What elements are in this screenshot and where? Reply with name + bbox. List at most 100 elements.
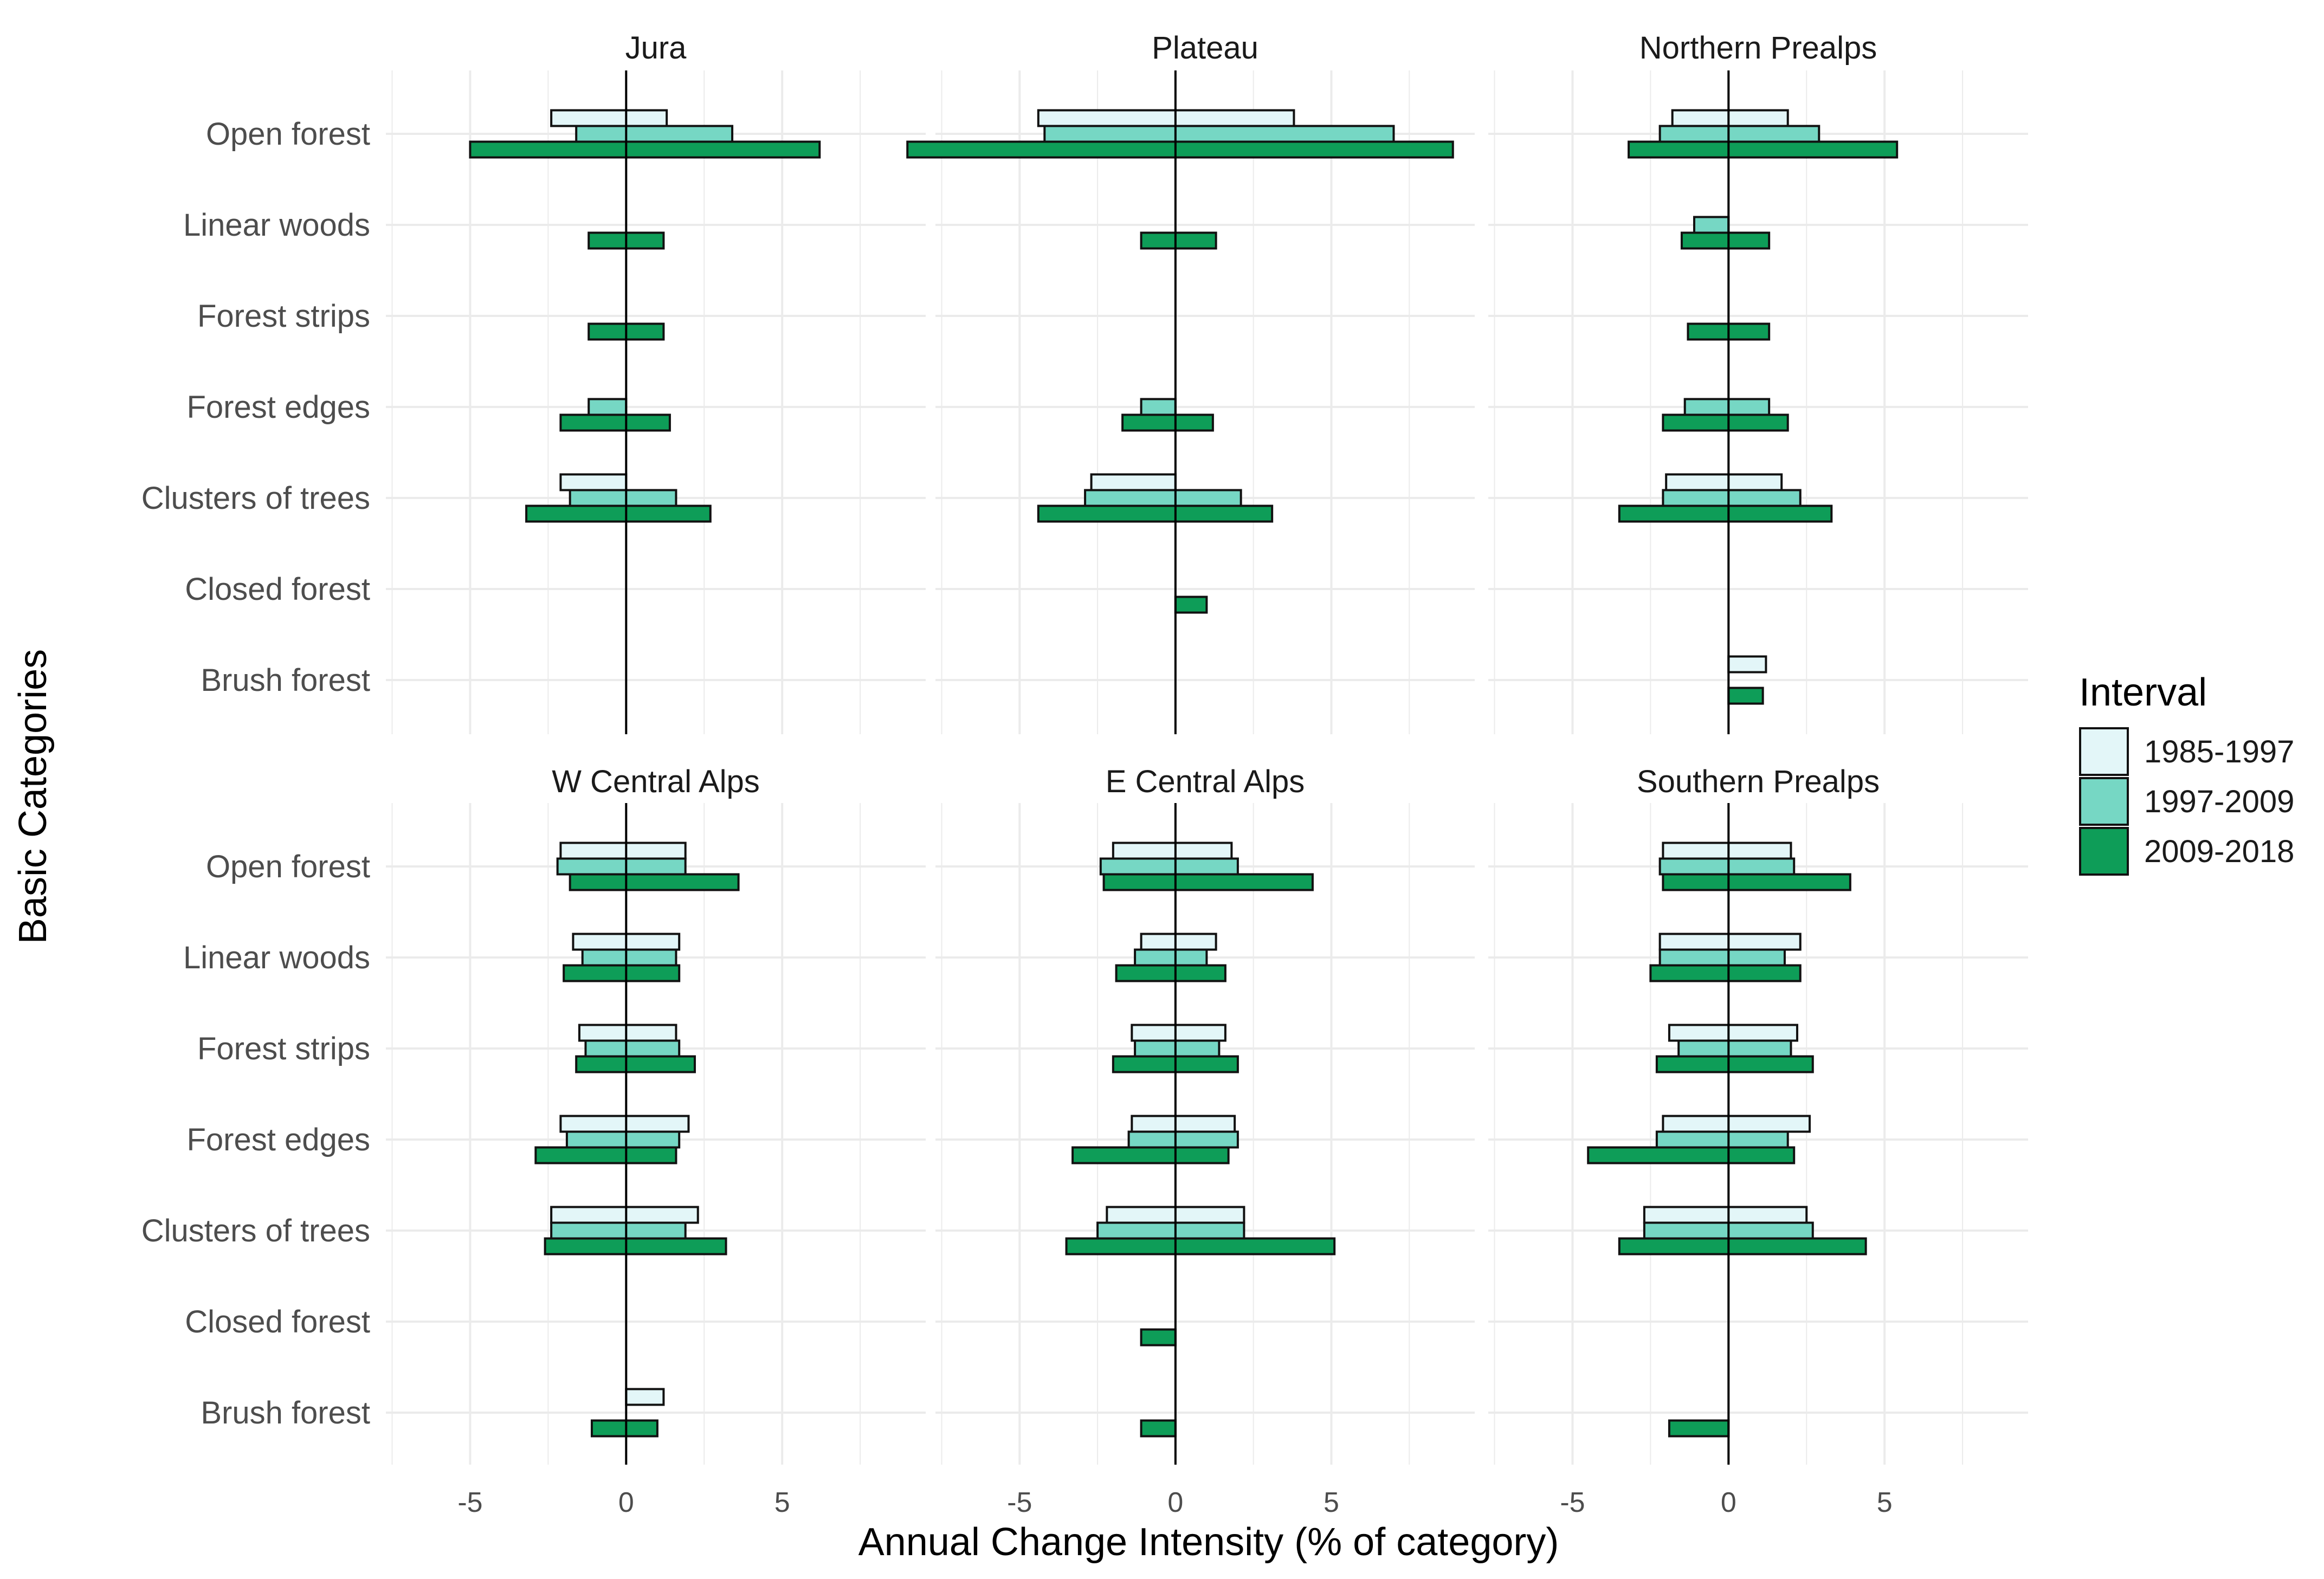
panel-southern-prealps: Southern Prealps -5 0 5: [1488, 764, 2028, 1518]
bar-e-central-alps-open-forest-2009-2018: [1102, 873, 1314, 891]
bar-e-central-alps-forest-strips-1985-1997: [1131, 1024, 1226, 1042]
bar-northern-prealps-open-forest-2009-2018: [1628, 140, 1899, 159]
bar-e-central-alps-forest-edges-1997-2009: [1127, 1130, 1239, 1149]
bar-e-central-alps-brush-forest-2009-2018: [1140, 1419, 1177, 1438]
bar-w-central-alps-forest-edges-1985-1997: [559, 1115, 690, 1133]
bar-southern-prealps-open-forest-1997-2009: [1658, 857, 1796, 876]
bar-w-central-alps-clusters-of-trees-2009-2018: [544, 1237, 727, 1256]
bar-e-central-alps-open-forest-1997-2009: [1099, 857, 1239, 876]
panel-jura: Jura Open forest Linear woods Forest strips…: [141, 30, 926, 734]
bar-jura-open-forest-1985-1997: [550, 109, 668, 127]
bar-southern-prealps-clusters-of-trees-1985-1997: [1643, 1206, 1808, 1224]
bar-w-central-alps-brush-forest-1985-1997: [625, 1388, 665, 1406]
category-label: Brush forest: [201, 1395, 370, 1431]
panel-plateau: Plateau: [906, 30, 1475, 734]
bar-plateau-open-forest-1985-1997: [1037, 109, 1295, 127]
bar-plateau-open-forest-2009-2018: [906, 140, 1454, 159]
bar-plateau-clusters-of-trees-2009-2018: [1037, 504, 1274, 523]
bar-southern-prealps-forest-strips-1985-1997: [1668, 1024, 1798, 1042]
bar-northern-prealps-brush-forest-1985-1997: [1727, 655, 1767, 674]
bar-jura-clusters-of-trees-1985-1997: [559, 473, 628, 491]
bar-southern-prealps-linear-woods-1997-2009: [1658, 948, 1786, 967]
bar-w-central-alps-clusters-of-trees-1997-2009: [550, 1221, 687, 1240]
bar-e-central-alps-forest-edges-1985-1997: [1131, 1115, 1236, 1133]
bar-w-central-alps-linear-woods-1997-2009: [581, 948, 677, 967]
x-tick-label: 0: [1721, 1487, 1736, 1518]
bar-southern-prealps-forest-edges-2009-2018: [1587, 1146, 1796, 1164]
bar-southern-prealps-linear-woods-2009-2018: [1649, 964, 1802, 982]
bar-northern-prealps-clusters-of-trees-1997-2009: [1662, 489, 1802, 507]
bar-e-central-alps-closed-forest-2009-2018: [1140, 1328, 1177, 1347]
bar-southern-prealps-linear-woods-1985-1997: [1658, 933, 1802, 951]
panels-layer: Jura Open forest Linear woods Forest strips…: [141, 30, 2028, 1518]
category-label: Linear woods: [183, 940, 370, 975]
bar-northern-prealps-open-forest-1997-2009: [1658, 125, 1821, 143]
bar-southern-prealps-brush-forest-2009-2018: [1668, 1419, 1730, 1438]
bar-southern-prealps-forest-strips-1997-2009: [1677, 1039, 1792, 1058]
bar-southern-prealps-open-forest-2009-2018: [1662, 873, 1851, 891]
bar-jura-clusters-of-trees-1997-2009: [569, 489, 677, 507]
bar-northern-prealps-forest-edges-2009-2018: [1662, 413, 1789, 432]
panel-w-central-alps: W Central Alps Open forest Linear woods For…: [141, 764, 926, 1518]
bar-jura-forest-edges-1997-2009: [588, 398, 628, 416]
bar-w-central-alps-open-forest-1985-1997: [559, 842, 687, 860]
legend-label-1997-2009: 1997-2009: [2144, 784, 2294, 819]
category-label: Forest edges: [186, 390, 370, 425]
bar-southern-prealps-forest-edges-1997-2009: [1655, 1130, 1789, 1149]
category-label: Closed forest: [185, 1304, 370, 1339]
category-label: Open forest: [206, 117, 370, 152]
bar-northern-prealps-clusters-of-trees-1985-1997: [1665, 473, 1783, 491]
category-label: Forest edges: [186, 1122, 370, 1157]
bar-jura-open-forest-2009-2018: [469, 140, 821, 159]
bar-northern-prealps-forest-edges-1997-2009: [1683, 398, 1771, 416]
bar-southern-prealps-forest-edges-1985-1997: [1662, 1115, 1811, 1133]
x-tick-label: 0: [618, 1487, 634, 1518]
bar-w-central-alps-forest-strips-2009-2018: [575, 1055, 696, 1073]
bar-plateau-forest-edges-2009-2018: [1121, 413, 1214, 432]
bar-e-central-alps-open-forest-1985-1997: [1112, 842, 1233, 860]
panel-title-plateau: Plateau: [1152, 30, 1258, 66]
bar-w-central-alps-open-forest-1997-2009: [556, 857, 687, 876]
bar-e-central-alps-linear-woods-1997-2009: [1134, 948, 1208, 967]
bar-plateau-linear-woods-2009-2018: [1140, 231, 1217, 250]
panel-title-w-central-alps: W Central Alps: [552, 764, 760, 799]
bar-northern-prealps-linear-woods-1997-2009: [1693, 216, 1730, 234]
panel-e-central-alps: E Central Alps -5 0 5: [935, 764, 1475, 1518]
bar-w-central-alps-forest-strips-1997-2009: [584, 1039, 681, 1058]
legend: Interval 1985-1997 1997-2009 2009-2018: [2079, 671, 2294, 876]
bar-e-central-alps-clusters-of-trees-2009-2018: [1065, 1237, 1336, 1256]
bar-w-central-alps-brush-forest-2009-2018: [590, 1419, 659, 1438]
bar-w-central-alps-linear-woods-2009-2018: [563, 964, 681, 982]
bar-northern-prealps-clusters-of-trees-2009-2018: [1618, 504, 1833, 523]
bar-southern-prealps-forest-strips-2009-2018: [1655, 1055, 1814, 1073]
bar-jura-forest-edges-2009-2018: [559, 413, 671, 432]
x-tick-label: -5: [1007, 1487, 1032, 1518]
bar-w-central-alps-forest-edges-1997-2009: [565, 1130, 681, 1149]
bar-e-central-alps-clusters-of-trees-1997-2009: [1096, 1221, 1245, 1240]
bar-plateau-clusters-of-trees-1997-2009: [1084, 489, 1242, 507]
panel-title-northern-prealps: Northern Prealps: [1639, 30, 1877, 66]
y-axis-title: Basic Categories: [11, 649, 55, 944]
panel-title-southern-prealps: Southern Prealps: [1637, 764, 1880, 799]
bar-w-central-alps-open-forest-2009-2018: [569, 873, 740, 891]
bar-northern-prealps-linear-woods-2009-2018: [1680, 231, 1771, 250]
category-label: Clusters of trees: [141, 1213, 370, 1248]
legend-key-1985-1997: [2079, 727, 2129, 776]
x-tick-label: 5: [774, 1487, 790, 1518]
x-tick-label: 0: [1167, 1487, 1183, 1518]
category-label: Forest strips: [197, 1031, 370, 1066]
panel-title-e-central-alps: E Central Alps: [1106, 764, 1305, 799]
legend-label-2009-2018: 2009-2018: [2144, 834, 2294, 869]
x-tick-label: -5: [457, 1487, 482, 1518]
bar-southern-prealps-open-forest-1985-1997: [1662, 842, 1792, 860]
bar-northern-prealps-open-forest-1985-1997: [1671, 109, 1789, 127]
bar-w-central-alps-forest-edges-2009-2018: [534, 1146, 677, 1164]
bar-w-central-alps-forest-strips-1985-1997: [578, 1024, 677, 1042]
category-label: Linear woods: [183, 208, 370, 243]
bar-e-central-alps-forest-edges-2009-2018: [1071, 1146, 1230, 1164]
panel-northern-prealps: Northern Prealps: [1488, 30, 2028, 734]
legend-key-1997-2009: [2079, 777, 2129, 826]
legend-items: 1985-1997 1997-2009 2009-2018: [2079, 727, 2294, 876]
bar-southern-prealps-clusters-of-trees-2009-2018: [1618, 1237, 1867, 1256]
